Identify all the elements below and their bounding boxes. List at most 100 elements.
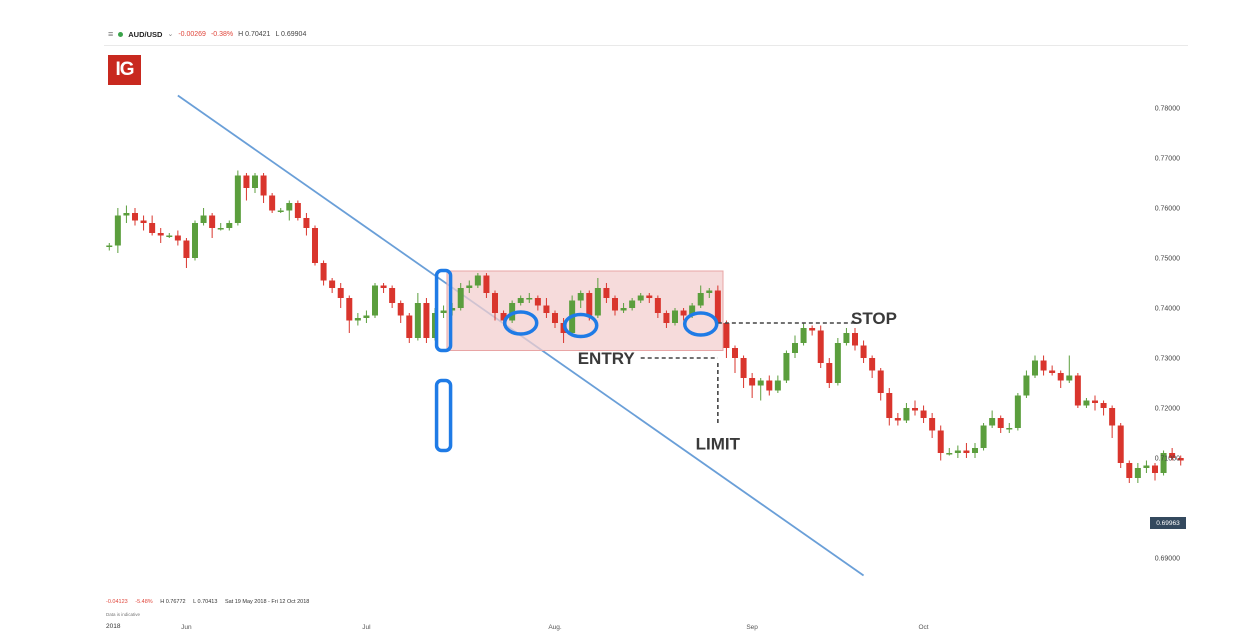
candle-body xyxy=(1023,375,1030,396)
candle xyxy=(997,415,1004,433)
candle xyxy=(1134,463,1141,483)
candle-body xyxy=(423,303,430,338)
candle xyxy=(269,193,276,213)
candle xyxy=(852,328,858,351)
x-tick-label: Jul xyxy=(362,624,371,631)
highlight-ellipse xyxy=(502,310,539,336)
candle xyxy=(972,443,978,458)
current-price-tag: 0.69963 xyxy=(1150,517,1186,529)
candle xyxy=(612,295,618,316)
candle-body xyxy=(1074,375,1081,406)
candle-body xyxy=(1057,373,1064,381)
candle-body xyxy=(286,203,293,211)
candle-body xyxy=(852,333,858,346)
candle-body xyxy=(774,380,781,391)
candle xyxy=(320,260,327,286)
candle-body xyxy=(200,215,207,223)
candle xyxy=(1143,460,1150,473)
candle-body xyxy=(646,295,653,298)
y-tick-label: 0.77000 xyxy=(1155,156,1180,163)
candle-body xyxy=(886,393,893,418)
hamburger-menu-icon[interactable]: ≡ xyxy=(108,29,114,39)
candle xyxy=(140,215,147,231)
candle-body xyxy=(1006,428,1013,430)
candle-body xyxy=(1092,400,1098,403)
candle-body xyxy=(500,313,507,321)
candle-body xyxy=(783,353,790,381)
candle-body xyxy=(209,215,216,228)
candle xyxy=(1100,400,1107,416)
highlight-ellipse xyxy=(682,311,719,337)
candle-body xyxy=(1117,425,1124,463)
candle-body xyxy=(1100,403,1107,408)
candle xyxy=(792,335,798,358)
candle xyxy=(1074,373,1081,408)
candle xyxy=(1032,355,1038,378)
candle-body xyxy=(1032,360,1038,376)
candle-body xyxy=(654,298,661,313)
highlight-box xyxy=(434,378,453,453)
candle-body xyxy=(603,288,610,298)
candle xyxy=(1152,463,1158,481)
candle xyxy=(543,298,550,318)
chevron-down-icon[interactable]: ⌄ xyxy=(167,31,174,38)
candle-body xyxy=(114,215,121,246)
candle-body xyxy=(517,298,524,303)
candle xyxy=(680,308,687,321)
candle xyxy=(903,403,910,423)
period-change-percent: -5.48% xyxy=(135,599,153,605)
candle-body xyxy=(217,228,224,230)
candle-body xyxy=(149,223,156,233)
candle-body xyxy=(1109,408,1116,426)
candle xyxy=(740,355,747,388)
candle xyxy=(817,325,824,368)
candle xyxy=(329,278,336,293)
candle xyxy=(406,313,413,343)
candle-body xyxy=(800,328,807,343)
ig-logo: IG xyxy=(108,55,141,85)
candle-body xyxy=(740,358,747,378)
candle-body xyxy=(637,295,644,301)
candle xyxy=(286,200,293,221)
candle-body xyxy=(749,378,756,386)
period-change: -0.04123 xyxy=(106,599,128,605)
candle-body xyxy=(954,450,961,453)
candle xyxy=(766,375,773,396)
candle xyxy=(354,313,361,326)
instrument-symbol[interactable]: AUD/USD xyxy=(128,29,163,39)
candle xyxy=(380,283,387,293)
candle-body xyxy=(466,285,473,288)
candle xyxy=(920,405,927,423)
x-tick-label: Oct xyxy=(919,624,929,631)
candle xyxy=(826,358,833,388)
candle-body xyxy=(1083,400,1090,406)
candle xyxy=(509,300,516,323)
candle xyxy=(209,213,216,238)
candle-body xyxy=(843,333,850,343)
candle xyxy=(877,368,884,401)
candle-body xyxy=(414,303,421,338)
candle-body xyxy=(389,288,396,303)
data-disclaimer: Data is indicative xyxy=(106,612,141,617)
candle-body xyxy=(174,235,181,241)
candle-body xyxy=(672,310,678,323)
candle-body xyxy=(363,315,370,318)
candle xyxy=(1040,355,1047,376)
candle-body xyxy=(226,223,233,228)
candle-body xyxy=(440,310,447,313)
candle xyxy=(397,300,404,323)
candle xyxy=(517,295,524,306)
candle xyxy=(260,173,267,203)
candle-body xyxy=(1040,360,1047,371)
candle-body xyxy=(766,380,773,391)
stop-label: STOP xyxy=(851,309,897,328)
candle-body xyxy=(732,348,738,358)
candle-body xyxy=(663,313,670,323)
candle xyxy=(757,378,764,401)
candle-body xyxy=(346,298,353,321)
candle xyxy=(303,213,310,236)
candle xyxy=(963,443,970,458)
candle-body xyxy=(809,328,816,331)
candle-body xyxy=(586,293,593,316)
